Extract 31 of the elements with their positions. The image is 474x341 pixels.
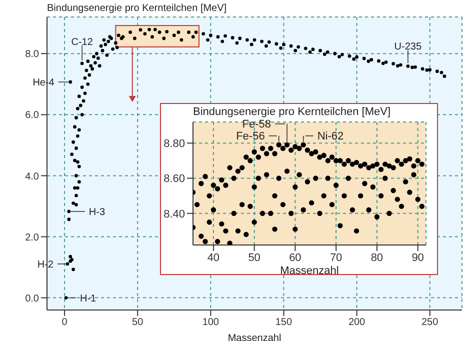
x-tick-label: 50 xyxy=(248,252,260,264)
x-tick-label: 250 xyxy=(422,317,439,328)
x-tick-label: 70 xyxy=(330,252,342,264)
chart-title: Bindungsenergie pro Kernteilchen [MeV] xyxy=(193,106,391,118)
x-tick-label: 80 xyxy=(370,252,384,264)
x-tick-label: 50 xyxy=(132,317,144,328)
annotation: Fe-58 xyxy=(242,118,272,131)
chart-title: Bindungsenergie pro Kernteilchen [MeV] xyxy=(47,3,227,14)
x-axis-title: Massenzahl xyxy=(280,265,339,277)
x-tick-label: 40 xyxy=(207,252,220,264)
x-tick-label: 200 xyxy=(348,317,366,328)
x-tick-label: 0 xyxy=(62,317,68,328)
annotation: U-235 xyxy=(394,42,422,53)
annotation: Fe-56 xyxy=(236,130,265,143)
y-tick-label: 8.0 xyxy=(25,49,40,60)
x-tick-label: 100 xyxy=(202,317,220,328)
annotation: C-12 xyxy=(71,36,94,48)
annotation: Ni-62 xyxy=(317,130,344,143)
y-tick-label: 8.60 xyxy=(164,173,185,186)
x-tick-label: 60 xyxy=(289,252,302,264)
x-tick-label: 90 xyxy=(412,252,424,264)
y-tick-label: 4.0 xyxy=(25,171,40,182)
x-tick-label: 150 xyxy=(275,317,293,328)
y-tick-label: 0.0 xyxy=(25,293,40,304)
y-tick-label: 2.0 xyxy=(25,232,40,244)
y-tick-label: 8.40 xyxy=(164,208,185,220)
y-tick-label: 6.0 xyxy=(25,110,40,122)
annotation: H-1 xyxy=(80,293,97,304)
x-axis-title: Massenzahl xyxy=(228,333,282,341)
annotation: H-3 xyxy=(88,206,106,218)
y-tick-label: 8.80 xyxy=(164,138,185,150)
